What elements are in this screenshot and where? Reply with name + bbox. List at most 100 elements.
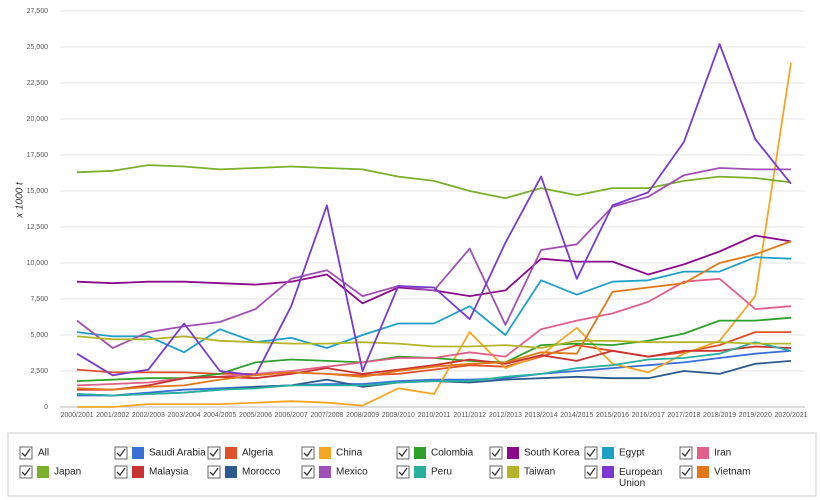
- legend-swatch: [602, 447, 614, 459]
- legend-swatch: [414, 447, 426, 459]
- checkbox[interactable]: [584, 446, 598, 460]
- series-line: [76, 240, 792, 391]
- checkbox[interactable]: [489, 446, 503, 460]
- legend-label[interactable]: Japan: [54, 467, 81, 478]
- legend-swatch: [132, 447, 144, 459]
- y-tick-label: 25,000: [27, 44, 49, 51]
- checkbox[interactable]: [679, 465, 693, 479]
- series-line: [77, 62, 792, 408]
- x-tick-label: 2011/2012: [453, 412, 486, 419]
- series-line: [76, 234, 792, 305]
- checkmark: [681, 467, 691, 477]
- legend-box: [7, 432, 817, 497]
- x-tick-label: 2001/2002: [96, 412, 129, 419]
- legend-label[interactable]: Morocco: [242, 467, 281, 478]
- y-tick-label: 27,500: [27, 8, 49, 15]
- series-line: [77, 349, 792, 397]
- y-tick-label: 20,000: [27, 116, 49, 123]
- checkbox[interactable]: [489, 465, 503, 479]
- series-line: [76, 331, 791, 377]
- series-line: [76, 167, 791, 349]
- x-tick-label: 2004/2005: [203, 412, 236, 419]
- legend-swatch: [319, 466, 331, 478]
- legend-label[interactable]: Saudi Arabia: [149, 448, 206, 459]
- checkmark: [398, 448, 408, 458]
- checkmark: [303, 448, 313, 458]
- series-line: [76, 164, 792, 200]
- y-tick-label: 12,500: [27, 224, 49, 231]
- y-axis-label: x 1000 t: [15, 181, 26, 219]
- checkbox[interactable]: [396, 446, 410, 460]
- x-tick-label: 2013/2014: [525, 412, 558, 419]
- x-tick-label: 2010/2011: [418, 412, 451, 419]
- legend-swatch: [37, 466, 49, 478]
- x-tick-label: 2005/2006: [239, 412, 272, 419]
- x-tick-label: 2020/2021: [774, 412, 807, 419]
- checkmark: [491, 467, 501, 477]
- series-line: [76, 43, 792, 377]
- checkbox[interactable]: [207, 446, 221, 460]
- checkbox[interactable]: [19, 465, 33, 479]
- legend-label[interactable]: China: [336, 448, 363, 459]
- checkmark: [398, 467, 408, 477]
- y-tick-label: 10,000: [27, 260, 49, 267]
- y-tick-label: 5,000: [30, 332, 48, 339]
- checkmark: [116, 467, 126, 477]
- checkmark: [303, 467, 313, 477]
- checkmark: [209, 467, 219, 477]
- x-tick-label: 2015/2016: [596, 412, 629, 419]
- x-tick-label: 2018/2019: [703, 412, 736, 419]
- x-tick-label: 2017/2018: [667, 412, 700, 419]
- legend-swatch: [225, 466, 237, 478]
- legend-swatch: [414, 466, 426, 478]
- y-tick-label: 22,500: [27, 80, 49, 87]
- y-tick-label: 7,500: [30, 296, 48, 303]
- legend-label[interactable]: Malaysia: [149, 467, 189, 478]
- legend-label[interactable]: South Korea: [524, 448, 580, 459]
- legend-label[interactable]: Mexico: [336, 467, 368, 478]
- legend-swatch: [602, 466, 614, 478]
- legend-label[interactable]: Algeria: [242, 448, 274, 459]
- x-tick-label: 2009/2010: [382, 412, 415, 419]
- checkmark: [21, 448, 31, 458]
- y-tick-label: 15,000: [27, 188, 49, 195]
- checkbox[interactable]: [114, 446, 128, 460]
- checkbox[interactable]: [114, 465, 128, 479]
- x-tick-label: 2014/2015: [560, 412, 593, 419]
- checkbox[interactable]: [301, 446, 315, 460]
- series-line: [76, 341, 792, 397]
- checkmark: [586, 448, 596, 458]
- checkbox[interactable]: [679, 446, 693, 460]
- x-tick-label: 2002/2003: [132, 412, 165, 419]
- legend-label[interactable]: Egypt: [619, 448, 645, 459]
- x-tick-label: 2006/2007: [275, 412, 308, 419]
- checkbox[interactable]: [396, 465, 410, 479]
- checkmark: [681, 448, 691, 458]
- x-tick-label: 2003/2004: [168, 412, 201, 419]
- checkbox[interactable]: [301, 465, 315, 479]
- checkmark: [116, 448, 126, 458]
- x-tick-label: 2016/2017: [632, 412, 665, 419]
- legend-label[interactable]: Iran: [714, 448, 731, 459]
- y-tick-label: 0: [44, 404, 48, 411]
- x-tick-label: 2000/2001: [60, 412, 93, 419]
- x-tick-label: 2007/2008: [310, 412, 343, 419]
- x-tick-label: 2019/2020: [739, 412, 772, 419]
- legend-label[interactable]: All: [38, 448, 49, 459]
- legend-swatch: [507, 466, 519, 478]
- series-line: [76, 256, 792, 354]
- legend-label[interactable]: Vietnam: [714, 467, 751, 478]
- series-line: [76, 335, 791, 349]
- legend-swatch: [225, 447, 237, 459]
- legend-swatch: [507, 447, 519, 459]
- legend-label[interactable]: Colombia: [431, 448, 474, 459]
- checkbox-all[interactable]: [19, 446, 33, 460]
- legend-label[interactable]: European Union: [619, 467, 662, 489]
- checkbox[interactable]: [584, 465, 598, 479]
- legend-label[interactable]: Peru: [431, 467, 452, 478]
- legend-label[interactable]: Taiwan: [524, 467, 555, 478]
- y-tick-label: 2,500: [30, 368, 48, 375]
- checkbox[interactable]: [207, 465, 221, 479]
